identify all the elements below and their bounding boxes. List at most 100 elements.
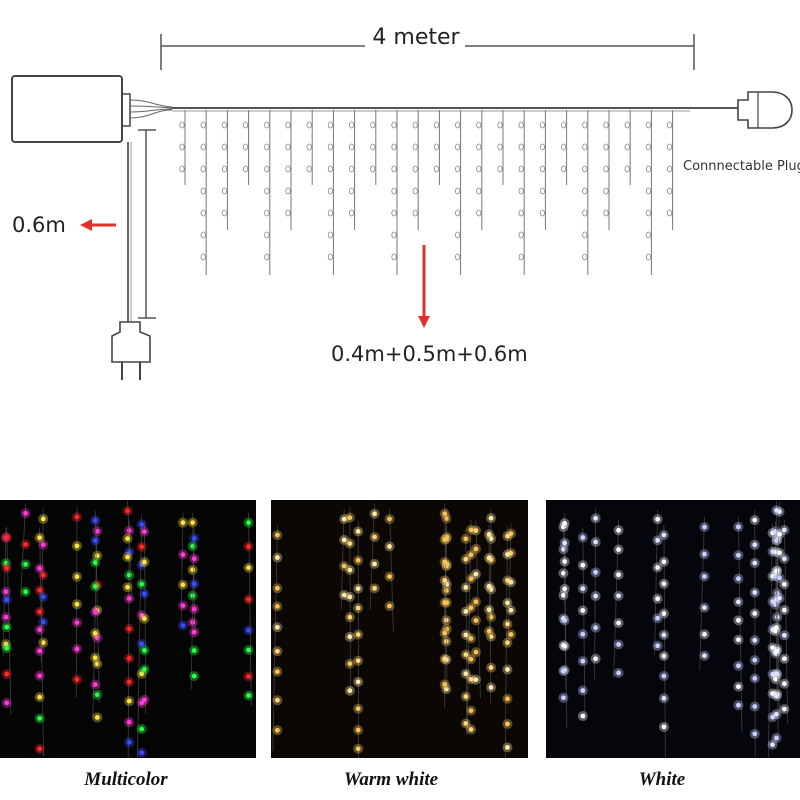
led	[582, 121, 588, 129]
light	[246, 520, 251, 526]
led	[433, 143, 439, 151]
led	[348, 209, 355, 217]
light	[777, 531, 782, 537]
led	[666, 165, 673, 173]
light	[355, 746, 361, 752]
light	[735, 599, 741, 605]
light	[661, 559, 667, 565]
light	[142, 529, 147, 535]
light-strand	[582, 527, 586, 721]
light	[655, 643, 661, 649]
light	[355, 529, 361, 534]
light	[661, 532, 667, 538]
led	[412, 187, 418, 195]
light	[562, 643, 568, 649]
light	[274, 669, 280, 675]
led	[243, 143, 249, 151]
led	[370, 143, 376, 151]
light	[770, 714, 775, 720]
led	[179, 165, 185, 173]
light	[777, 595, 782, 601]
light	[180, 582, 186, 588]
light	[139, 700, 145, 706]
led	[243, 165, 249, 173]
light	[752, 610, 758, 616]
light	[126, 719, 132, 725]
led	[454, 165, 461, 173]
light	[92, 584, 98, 589]
light	[387, 603, 392, 609]
light	[387, 574, 392, 579]
fan-wires	[129, 99, 173, 119]
light	[246, 565, 251, 571]
led	[348, 121, 355, 129]
light	[781, 556, 787, 562]
light	[468, 656, 474, 662]
led	[603, 187, 609, 195]
led	[476, 187, 482, 195]
lights	[272, 503, 517, 759]
light	[442, 600, 448, 606]
led	[582, 209, 588, 217]
light-strand	[340, 509, 345, 610]
light	[4, 534, 10, 540]
led	[391, 231, 397, 239]
light	[23, 589, 28, 595]
light	[752, 560, 758, 566]
led	[582, 253, 588, 261]
led	[327, 253, 333, 261]
light	[580, 688, 586, 693]
light	[142, 697, 147, 703]
light	[781, 681, 787, 687]
light	[139, 522, 145, 527]
led	[285, 209, 291, 217]
light	[735, 576, 741, 582]
light	[341, 592, 347, 598]
light	[92, 538, 98, 544]
led	[539, 121, 546, 129]
light	[126, 655, 132, 661]
light	[355, 658, 361, 664]
light	[139, 641, 145, 647]
led	[412, 143, 418, 151]
led	[221, 165, 227, 173]
light	[37, 673, 43, 679]
light	[94, 635, 100, 641]
light	[37, 587, 43, 593]
plug-label: Connnectable Plug	[683, 159, 800, 174]
light	[593, 515, 599, 521]
light	[37, 648, 43, 654]
led	[539, 143, 546, 151]
led	[645, 231, 652, 239]
light	[126, 549, 132, 555]
light	[139, 750, 145, 756]
light	[355, 727, 361, 733]
led	[285, 143, 291, 151]
light	[468, 727, 474, 732]
light	[468, 527, 474, 533]
led	[454, 121, 461, 129]
light	[505, 552, 510, 557]
light	[781, 656, 787, 662]
light	[655, 615, 661, 621]
light	[191, 535, 197, 541]
light	[770, 671, 775, 677]
light	[735, 552, 741, 558]
led	[454, 231, 461, 239]
light	[661, 673, 667, 679]
light	[735, 663, 741, 669]
light-strand	[699, 517, 705, 671]
light	[40, 572, 46, 578]
light	[486, 532, 492, 537]
light	[770, 599, 775, 604]
light	[561, 592, 566, 598]
light	[347, 567, 353, 573]
light	[274, 585, 280, 591]
light	[92, 517, 98, 523]
led	[539, 209, 546, 217]
led	[433, 121, 439, 129]
light	[443, 588, 449, 593]
light	[4, 645, 10, 651]
led	[518, 209, 524, 217]
